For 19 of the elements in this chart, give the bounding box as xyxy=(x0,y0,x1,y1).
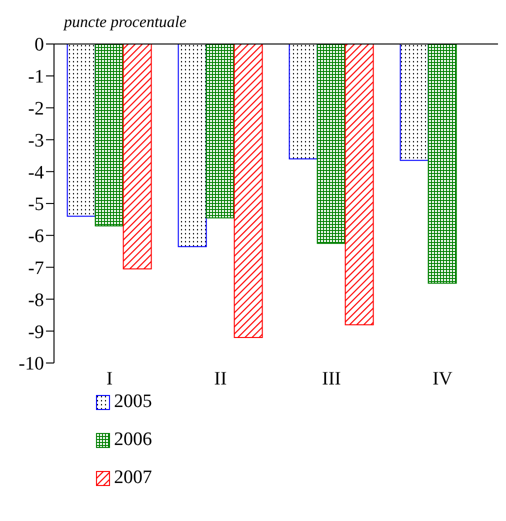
y-tick-label: -6 xyxy=(28,226,44,248)
x-tick-label: II xyxy=(214,368,227,390)
y-tick-label: -3 xyxy=(28,130,44,152)
y-tick-label: -8 xyxy=(28,290,44,311)
y-tick-label: -7 xyxy=(28,258,44,280)
x-tick-label: I xyxy=(106,368,113,390)
x-tick-label: III xyxy=(322,368,341,390)
y-tick-label: -4 xyxy=(28,162,44,184)
y-tick-label: -10 xyxy=(18,354,44,375)
y-axis-title: puncte procentuale xyxy=(64,14,186,32)
legend-label: 2007 xyxy=(114,467,152,489)
y-tick-label: -1 xyxy=(28,66,44,88)
legend-label: 2005 xyxy=(114,391,152,413)
x-tick-label: IV xyxy=(432,368,453,390)
legend-label: 2006 xyxy=(114,429,152,451)
y-tick-label: 0 xyxy=(34,34,44,56)
y-tick-label: -9 xyxy=(28,322,44,343)
y-tick-label: -5 xyxy=(28,194,44,216)
y-tick-label: -2 xyxy=(28,98,44,120)
